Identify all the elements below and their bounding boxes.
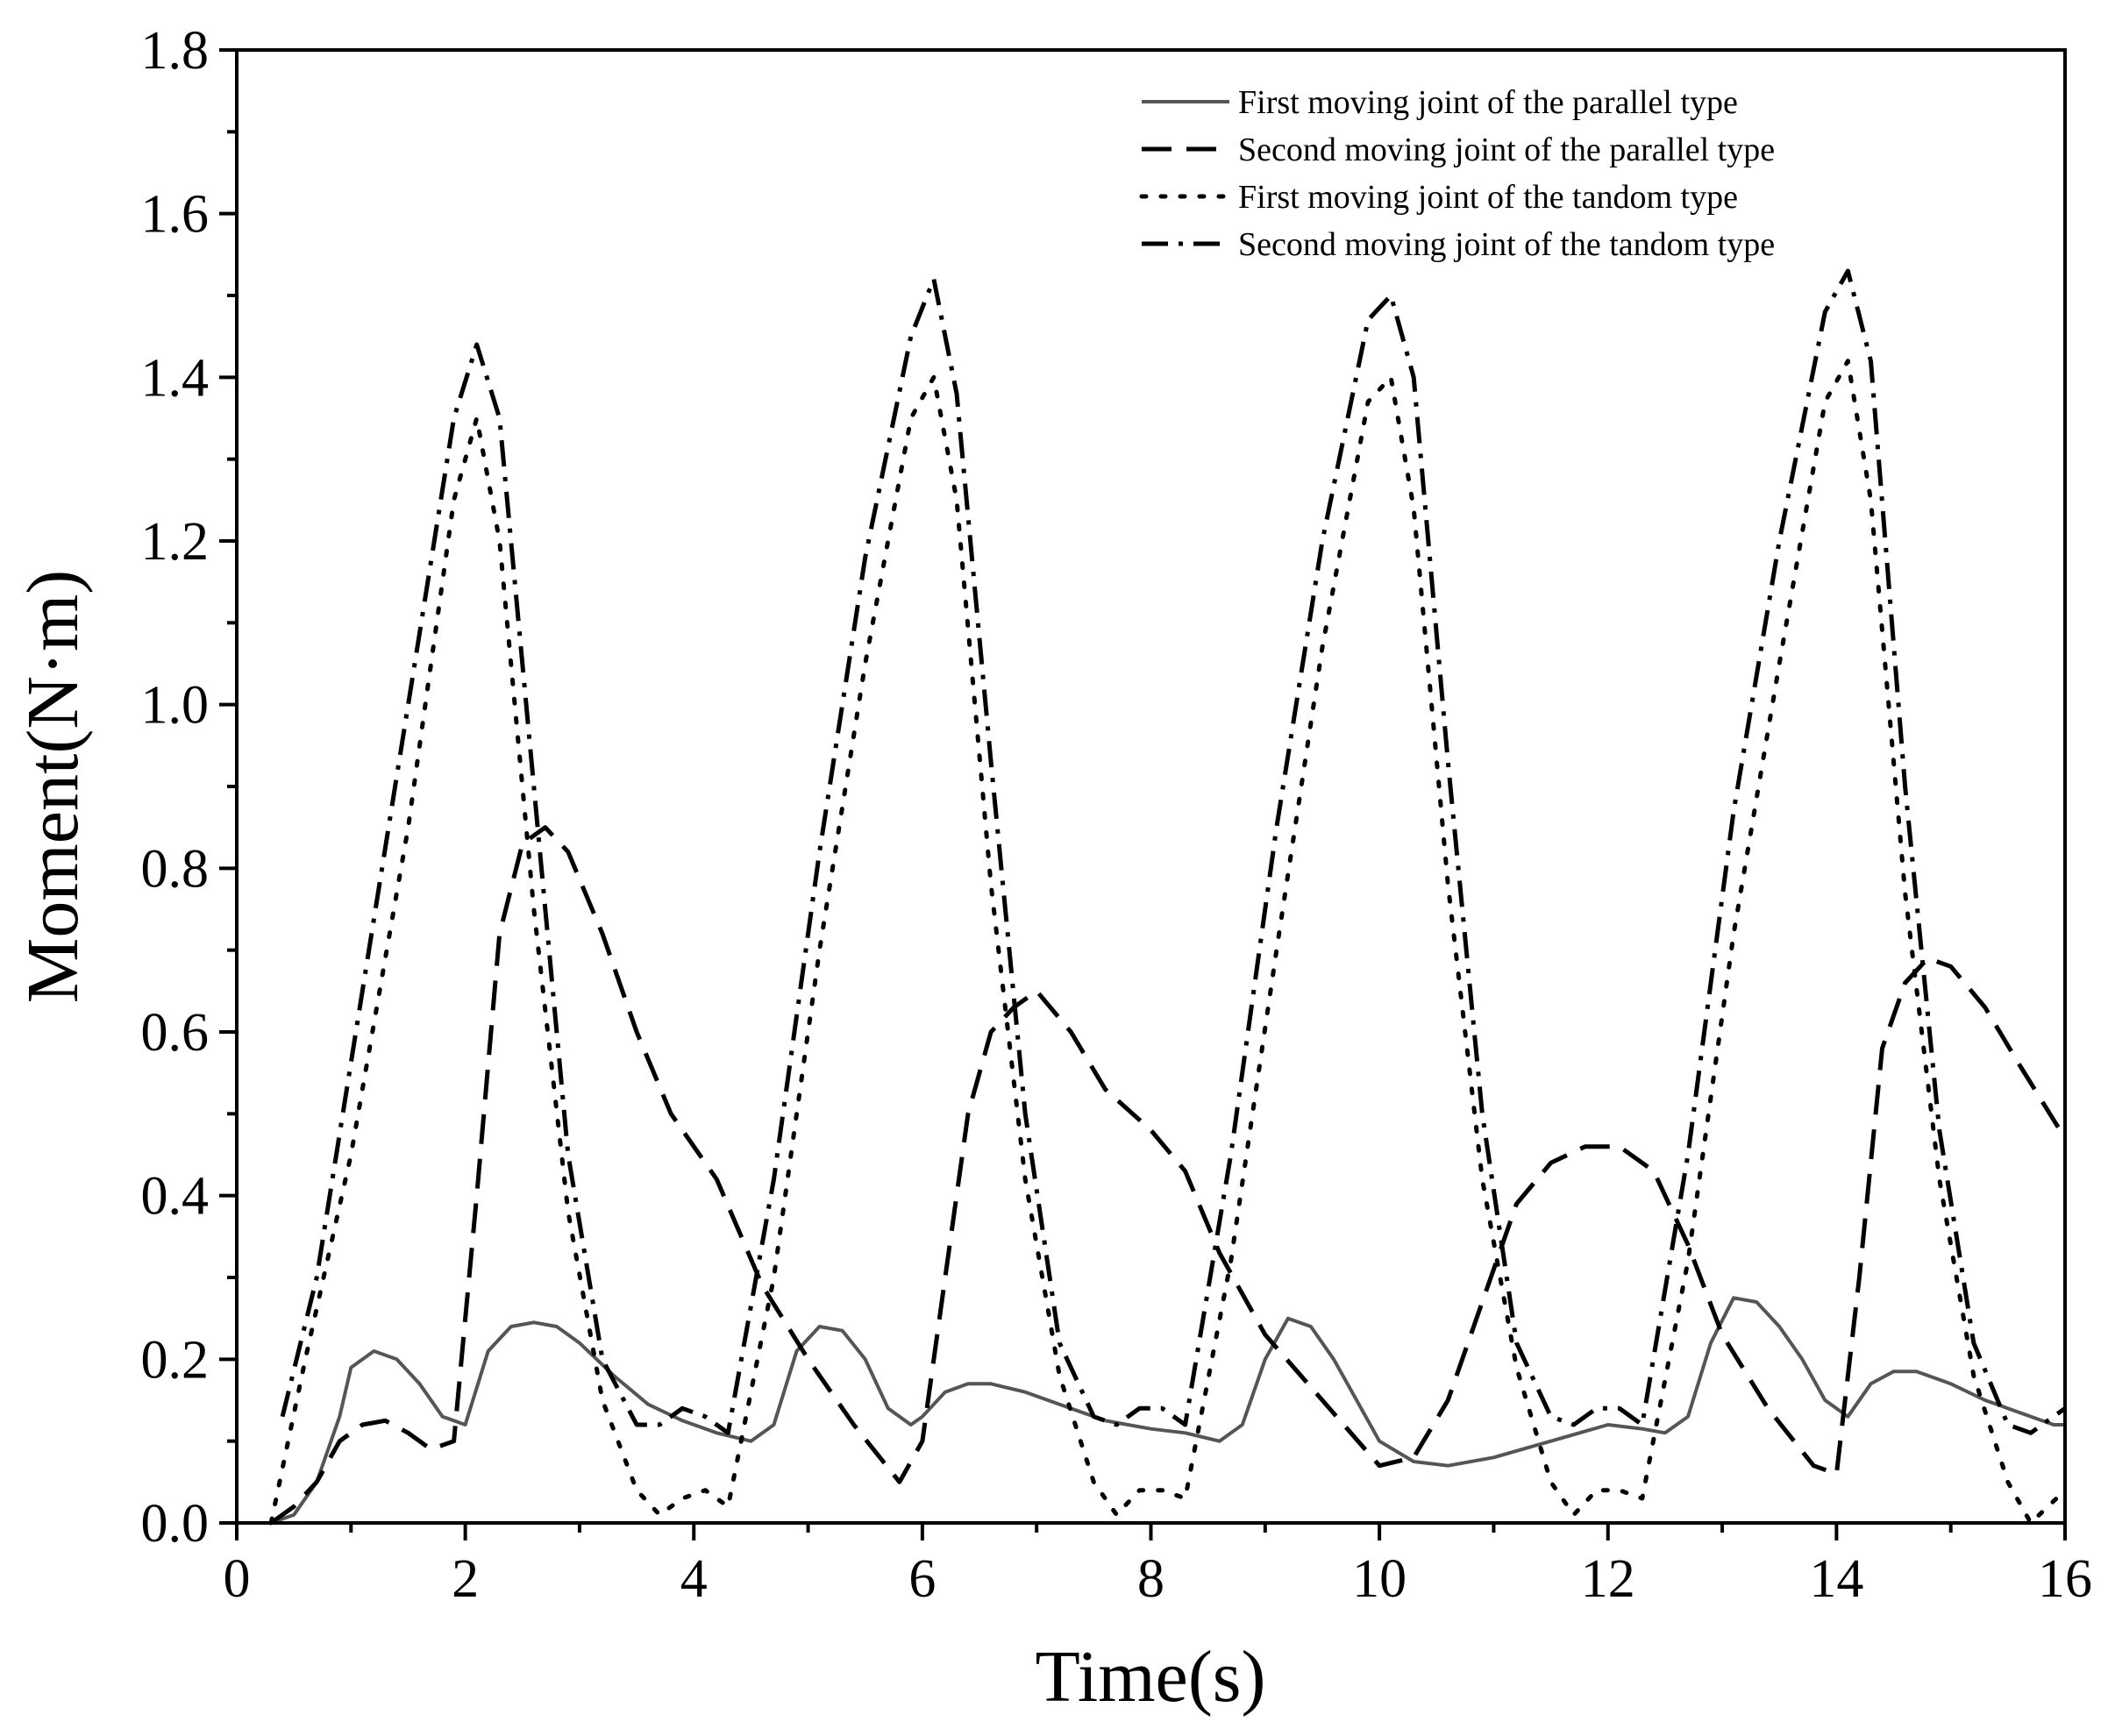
x-tick-label: 14 bbox=[1809, 1549, 1863, 1609]
series-line-4 bbox=[280, 268, 2067, 1435]
y-tick-label: 0.4 bbox=[141, 1167, 210, 1227]
x-tick-label: 6 bbox=[908, 1549, 936, 1609]
x-tick-label: 10 bbox=[1352, 1549, 1407, 1609]
y-tick-label: 0.8 bbox=[141, 839, 210, 899]
y-tick-label: 1.4 bbox=[141, 348, 210, 408]
legend-label-2: Second moving joint of the parallel type bbox=[1238, 132, 1775, 168]
series-line-1 bbox=[270, 1296, 2065, 1525]
y-axis-tick-labels: 0.0 0.2 0.4 0.6 0.8 1.0 1.2 1.4 1.6 1.8 bbox=[141, 21, 210, 1554]
y-tick-label: 1.0 bbox=[141, 676, 210, 736]
series-line-3 bbox=[268, 359, 2068, 1526]
x-tick-label: 8 bbox=[1137, 1549, 1164, 1609]
x-axis-title: Time(s) bbox=[1036, 1636, 1266, 1718]
y-tick-label: 0.2 bbox=[141, 1330, 210, 1390]
series-line-2 bbox=[269, 825, 2068, 1526]
x-tick-label: 4 bbox=[680, 1549, 708, 1609]
x-axis-tick-labels: 0 2 4 6 8 10 12 14 16 bbox=[224, 1549, 2093, 1609]
legend: First moving joint of the parallel type S… bbox=[1139, 84, 1775, 263]
legend-label-1: First moving joint of the parallel type bbox=[1238, 84, 1738, 121]
plot-series-group bbox=[268, 268, 2068, 1526]
y-tick-label: 1.8 bbox=[141, 21, 210, 81]
y-axis-ticks bbox=[219, 48, 237, 1525]
x-axis-ticks bbox=[235, 1523, 2067, 1540]
x-tick-label: 2 bbox=[452, 1549, 479, 1609]
y-tick-label: 1.2 bbox=[141, 512, 210, 572]
x-tick-label: 16 bbox=[2038, 1549, 2092, 1609]
x-tick-label: 12 bbox=[1581, 1549, 1635, 1609]
legend-label-3: First moving joint of the tandom type bbox=[1238, 179, 1738, 216]
legend-label-4: Second moving joint of the tandom type bbox=[1238, 226, 1775, 263]
y-tick-label: 0.6 bbox=[141, 1003, 210, 1063]
y-tick-label: 0.0 bbox=[141, 1494, 210, 1554]
y-axis-title: Moment(N·m) bbox=[12, 570, 94, 1004]
y-tick-label: 1.6 bbox=[141, 185, 210, 245]
x-tick-label: 0 bbox=[224, 1549, 251, 1609]
